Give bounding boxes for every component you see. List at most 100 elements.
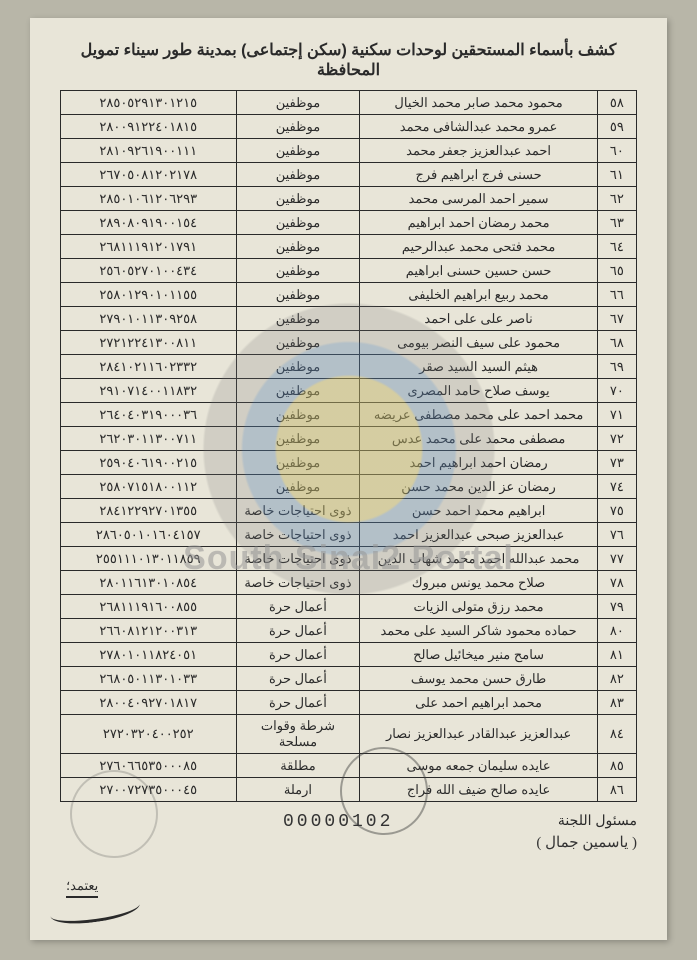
cell-name: محمود على سيف النصر بيومى [360,331,597,355]
cell-category: موظفين [236,451,360,475]
cell-name: عبدالعزيز عبدالقادر عبدالعزيز نصار [360,715,597,754]
cell-category: موظفين [236,355,360,379]
cell-num: ٧٠ [597,379,636,403]
cell-id: ٢٨٦٠٥٠١٠١٦٠٤١٥٧ [61,523,237,547]
cell-id: ٢٨٤١٠٢١١٦٠٢٣٣٢ [61,355,237,379]
cell-name: يوسف صلاح حامد المصرى [360,379,597,403]
cell-num: ٦٦ [597,283,636,307]
cell-name: صلاح محمد يونس مبروك [360,571,597,595]
cell-category: أعمال حرة [236,643,360,667]
cell-num: ٧١ [597,403,636,427]
cell-num: ٥٨ [597,91,636,115]
cell-category: موظفين [236,187,360,211]
cell-name: احمد عبدالعزيز جعفر محمد [360,139,597,163]
cell-category: موظفين [236,379,360,403]
cell-category: موظفين [236,163,360,187]
cell-id: ٢٨٠٠٩١٢٢٤٠١٨١٥ [61,115,237,139]
cell-num: ٦٠ [597,139,636,163]
cell-category: مطلقة [236,754,360,778]
table-row: ٦٢سمير احمد المرسى محمدموظفين٢٨٥٠١٠٦١٢٠٦… [61,187,637,211]
cell-num: ٨٠ [597,619,636,643]
cell-name: حسن حسين حسنى ابراهيم [360,259,597,283]
cell-id: ٢٨٥٠٥٢٩١٣٠١٢١٥ [61,91,237,115]
cell-id: ٢٨١٠٩٢٦١٩٠٠١١١ [61,139,237,163]
cell-id: ٢٧٩٠١٠١١٣٠٩٢٥٨ [61,307,237,331]
cell-num: ٧٩ [597,595,636,619]
cell-id: ٢٦٢٠٣٠١١٣٠٠٧١١ [61,427,237,451]
cell-id: ٢٧٢١٢٢٤١٣٠٠٨١١ [61,331,237,355]
cell-num: ٨٤ [597,715,636,754]
table-row: ٧٩محمد رزق متولى الزياتأعمال حرة٢٦٨١١١٩١… [61,595,637,619]
cell-num: ٧٧ [597,547,636,571]
cell-name: عبدالعزيز صبحى عبدالعزيز احمد [360,523,597,547]
cell-num: ٦٣ [597,211,636,235]
cell-id: ٢٥٨٠٧١٥١٨٠٠١١٢ [61,475,237,499]
cell-category: ذوى احتياجات خاصة [236,571,360,595]
cell-num: ٦٤ [597,235,636,259]
cell-name: رمضان احمد ابراهيم احمد [360,451,597,475]
table-row: ٧١محمد احمد على محمد مصطفى عريضهموظفين٢٦… [61,403,637,427]
cell-category: شرطة وقوات مسلحة [236,715,360,754]
table-row: ٦٥حسن حسين حسنى ابراهيمموظفين٢٥٦٠٥٢٧٠١٠٠… [61,259,637,283]
cell-num: ٧٣ [597,451,636,475]
cell-name: ابراهيم محمد احمد حسن [360,499,597,523]
cell-id: ٢٦٨٠٥٠١١٣٠١٠٣٣ [61,667,237,691]
page-number: 00000102 [283,812,393,832]
cell-category: موظفين [236,115,360,139]
cell-category: أعمال حرة [236,691,360,715]
table-row: ٧٦عبدالعزيز صبحى عبدالعزيز احمدذوى احتيا… [61,523,637,547]
cell-category: أعمال حرة [236,619,360,643]
cell-num: ٧٤ [597,475,636,499]
footer: مسئول اللجنة ( ياسمين جمال ) 00000102 [60,812,637,852]
cell-category: موظفين [236,403,360,427]
table-row: ٦٧ناصر على على احمدموظفين٢٧٩٠١٠١١٣٠٩٢٥٨ [61,307,637,331]
cell-category: موظفين [236,331,360,355]
cell-category: موظفين [236,283,360,307]
cell-num: ٨٥ [597,754,636,778]
cell-category: ذوى احتياجات خاصة [236,499,360,523]
cell-id: ٢٨٩٠٨٠٩١٩٠٠١٥٤ [61,211,237,235]
cell-category: أعمال حرة [236,667,360,691]
table-row: ٧٤رمضان عز الدين محمد حسنموظفين٢٥٨٠٧١٥١٨… [61,475,637,499]
beneficiaries-table: ٥٨محمود محمد صابر محمد الخيالموظفين٢٨٥٠٥… [60,90,637,802]
cell-num: ٥٩ [597,115,636,139]
table-row: ٨٣محمد ابراهيم احمد علىأعمال حرة٢٨٠٠٤٠٩٢… [61,691,637,715]
cell-name: محمد ابراهيم احمد على [360,691,597,715]
cell-id: ٢٦٨١١١٩١٢٠١٧٩١ [61,235,237,259]
cell-name: عايده صالح ضيف الله فراج [360,778,597,802]
cell-name: حماده محمود شاكر السيد على محمد [360,619,597,643]
cell-id: ٢٦٦٠٨١٢١٢٠٠٣١٣ [61,619,237,643]
table-row: ٧٠يوسف صلاح حامد المصرىموظفين٢٩١٠٧١٤٠٠١١… [61,379,637,403]
cell-name: طارق حسن محمد يوسف [360,667,597,691]
cell-num: ٦٧ [597,307,636,331]
cell-category: موظفين [236,91,360,115]
cell-id: ٢٥٦٠٥٢٧٠١٠٠٤٣٤ [61,259,237,283]
cell-category: موظفين [236,475,360,499]
cell-name: محمد ربيع ابراهيم الخليفى [360,283,597,307]
cell-num: ٦١ [597,163,636,187]
table-row: ٨١سامح منير ميخائيل صالحأعمال حرة٢٧٨٠١٠١… [61,643,637,667]
cell-name: محمد فتحى محمد عبدالرحيم [360,235,597,259]
cell-name: محمد عبدالله احمد محمد شهاب الدين [360,547,597,571]
table-row: ٥٨محمود محمد صابر محمد الخيالموظفين٢٨٥٠٥… [61,91,637,115]
table-row: ٧٨صلاح محمد يونس مبروكذوى احتياجات خاصة٢… [61,571,637,595]
cell-num: ٨٢ [597,667,636,691]
cell-id: ٢٩١٠٧١٤٠٠١١٨٣٢ [61,379,237,403]
cell-num: ٧٨ [597,571,636,595]
approve-signature [49,892,141,928]
cell-category: موظفين [236,427,360,451]
cell-num: ٨١ [597,643,636,667]
table-row: ٨٤عبدالعزيز عبدالقادر عبدالعزيز نصارشرطة… [61,715,637,754]
cell-name: محمد رمضان احمد ابراهيم [360,211,597,235]
cell-category: موظفين [236,259,360,283]
cell-num: ٨٦ [597,778,636,802]
cell-id: ٢٧٢٠٣٢٠٤٠٠٢٥٢ [61,715,237,754]
cell-category: موظفين [236,307,360,331]
table-row: ٨٦عايده صالح ضيف الله فراجارملة٢٧٠٠٧٢٧٣٥… [61,778,637,802]
cell-name: حسنى فرج ابراهيم فرج [360,163,597,187]
cell-name: عايده سليمان جمعه موسى [360,754,597,778]
table-row: ٦٦محمد ربيع ابراهيم الخليفىموظفين٢٥٨٠١٢٩… [61,283,637,307]
cell-id: ٢٦٨١١١٩١٦٠٠٨٥٥ [61,595,237,619]
cell-id: ٢٨٤١٢٢٩٢٧٠١٣٥٥ [61,499,237,523]
cell-name: محمد رزق متولى الزيات [360,595,597,619]
